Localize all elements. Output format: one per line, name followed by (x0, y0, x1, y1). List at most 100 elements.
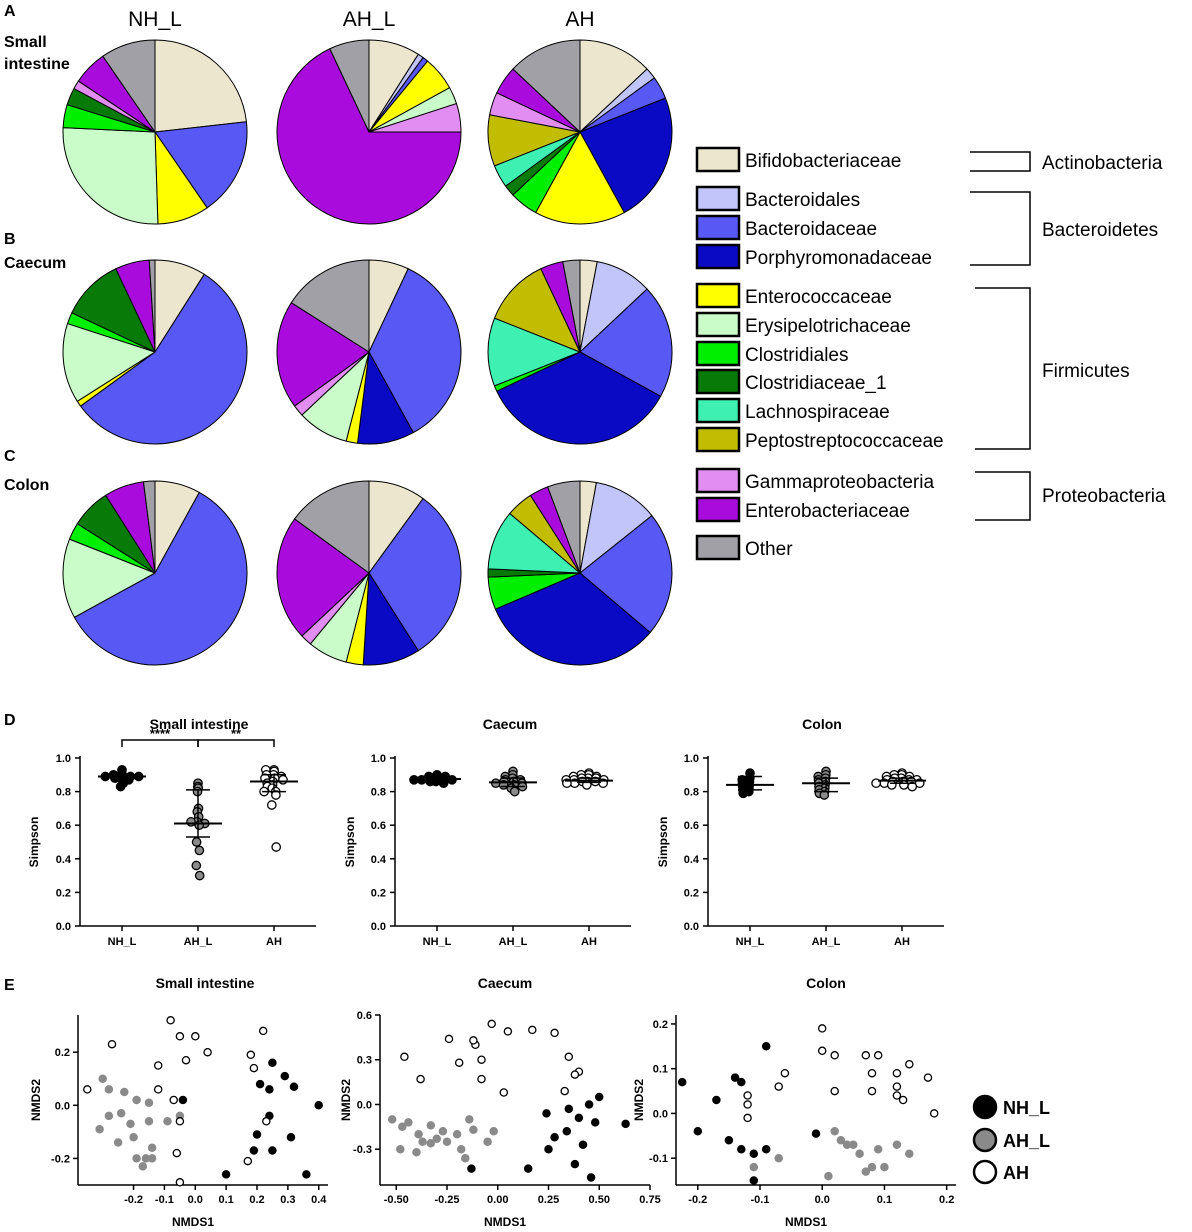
data-point (414, 1130, 423, 1139)
data-point (83, 1085, 92, 1094)
data-point (454, 1058, 464, 1067)
x-tick-label: NH_L (108, 936, 137, 948)
pie-slice (547, 480, 581, 574)
x-tick-label: AH_L (499, 936, 528, 948)
y-tick-label: 0.0 (684, 921, 699, 933)
x-tick-label: AH (894, 936, 910, 948)
data-point (278, 774, 288, 785)
pie-column-header: NH_L (128, 8, 182, 31)
legend-swatch (695, 397, 741, 424)
data-point (132, 1095, 141, 1105)
y-tick-label: 0.6 (684, 820, 699, 832)
pie-slice (148, 259, 156, 353)
legend-bracket (970, 151, 1031, 172)
data-point (749, 1149, 759, 1158)
data-point (286, 1132, 296, 1142)
pie-slice (294, 480, 370, 574)
data-point (186, 816, 196, 827)
data-point (550, 1133, 559, 1142)
y-axis-label: Simpson (656, 817, 670, 868)
y-tick-label: 0.4 (56, 854, 72, 866)
pie-slice (329, 39, 370, 133)
panel-label-d: D (4, 712, 16, 729)
data-point (570, 1159, 580, 1169)
data-point (907, 781, 918, 792)
data-point (438, 1127, 448, 1136)
legend-swatch (695, 311, 741, 338)
y-tick-label: -0.1 (649, 1153, 668, 1165)
data-point (749, 1176, 759, 1185)
significance-label: ** (231, 726, 242, 741)
y-tick-label: 0.2 (56, 887, 71, 899)
y-tick-label: -0.2 (51, 1153, 70, 1165)
legend-label: Enterococcaceae (745, 287, 892, 308)
data-point (243, 1156, 253, 1166)
x-tick-label: -0.25 (434, 1194, 459, 1206)
y-tick-label: 0.4 (684, 854, 700, 866)
x-axis-label: NMDS1 (172, 1215, 214, 1229)
plot-title: Caecum (478, 975, 532, 991)
data-point (258, 1026, 268, 1036)
data-point (570, 1070, 580, 1079)
y-tick-label: 1.0 (684, 753, 699, 765)
pie-slice (154, 121, 248, 209)
data-point (268, 1146, 277, 1155)
data-point (153, 1061, 163, 1070)
pie-slice (493, 268, 581, 353)
phylum-label: Bacteroidetes (1042, 220, 1158, 241)
pie-slice (102, 39, 156, 133)
data-point (262, 1117, 271, 1126)
data-point (584, 1100, 594, 1109)
data-point (749, 1162, 759, 1172)
data-point (113, 1138, 123, 1147)
data-point (724, 1136, 734, 1145)
data-point (104, 1085, 114, 1094)
data-point (194, 870, 205, 881)
legend-label: Other (745, 539, 793, 560)
data-point (249, 1063, 259, 1073)
pie-chart (62, 480, 248, 666)
x-tick-label: AH (581, 936, 597, 948)
data-point (574, 1113, 584, 1123)
data-point (265, 1085, 274, 1094)
pie-chart (487, 259, 673, 445)
data-point (104, 1111, 114, 1121)
data-point (892, 1140, 902, 1149)
pie-slice (62, 127, 159, 225)
data-point (542, 1109, 551, 1118)
data-point (774, 1153, 783, 1163)
pie-slice (494, 572, 651, 666)
x-tick-label: 0.2 (249, 1194, 264, 1206)
data-point (489, 1127, 498, 1136)
x-tick-label: -0.1 (155, 1194, 174, 1206)
x-tick-label: 0.25 (538, 1194, 559, 1206)
data-point (564, 1052, 574, 1062)
legend-bracket (970, 191, 1031, 266)
pie-column-header: AH (565, 8, 594, 31)
y-tick-label: 0.6 (56, 820, 71, 832)
data-point (467, 1164, 476, 1173)
data-point (560, 1086, 569, 1096)
data-point (169, 1095, 178, 1105)
y-tick-label: 0.0 (56, 921, 71, 933)
panel-label-e: E (4, 977, 15, 994)
pie-slice (579, 288, 673, 397)
y-tick-label: 1.0 (56, 753, 71, 765)
y-tick-label: 0.0 (653, 1108, 668, 1120)
data-point (426, 1138, 436, 1148)
y-tick-label: 0.8 (56, 787, 71, 799)
data-point (898, 1095, 908, 1105)
data-point (444, 1034, 454, 1044)
data-point (166, 1016, 175, 1025)
pie-slice (368, 268, 462, 434)
data-point (398, 1122, 407, 1132)
x-tick-label: 0.75 (639, 1194, 660, 1206)
data-point (761, 1144, 771, 1154)
x-tick-label: -0.1 (751, 1194, 770, 1206)
data-point (107, 1039, 117, 1049)
data-point (811, 1129, 821, 1138)
data-point (432, 1134, 442, 1144)
data-point (314, 1101, 323, 1110)
pie-row-label: Caecum (4, 255, 66, 272)
pie-row-label: Colon (4, 477, 49, 494)
